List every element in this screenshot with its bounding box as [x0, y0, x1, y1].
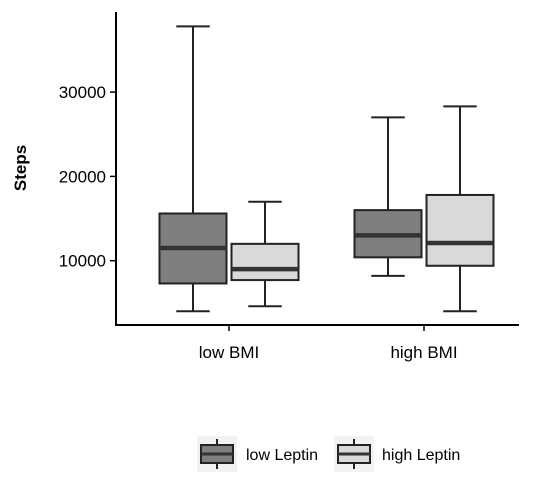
box-high-leptin-low-bmi: [230, 200, 300, 308]
legend: low Leptin high Leptin: [197, 436, 460, 472]
legend-label: high Leptin: [382, 447, 460, 464]
box-low-leptin-high-bmi: [353, 116, 423, 277]
box-low-leptin-low-bmi: [158, 25, 228, 313]
legend-label: low Leptin: [246, 447, 318, 464]
box-iqr: [230, 242, 300, 282]
legend-item: low Leptin: [197, 436, 318, 472]
box-high-leptin-high-bmi: [425, 105, 495, 313]
legend-item: high Leptin: [334, 436, 460, 472]
y-tick-label: 10000: [59, 252, 106, 271]
x-tick-label: low BMI: [199, 343, 259, 362]
box-iqr: [425, 193, 495, 267]
x-tick-label: high BMI: [390, 343, 457, 362]
y-tick-label: 20000: [59, 167, 106, 186]
y-tick-label: 30000: [59, 83, 106, 102]
y-axis-title: Steps: [11, 145, 30, 191]
